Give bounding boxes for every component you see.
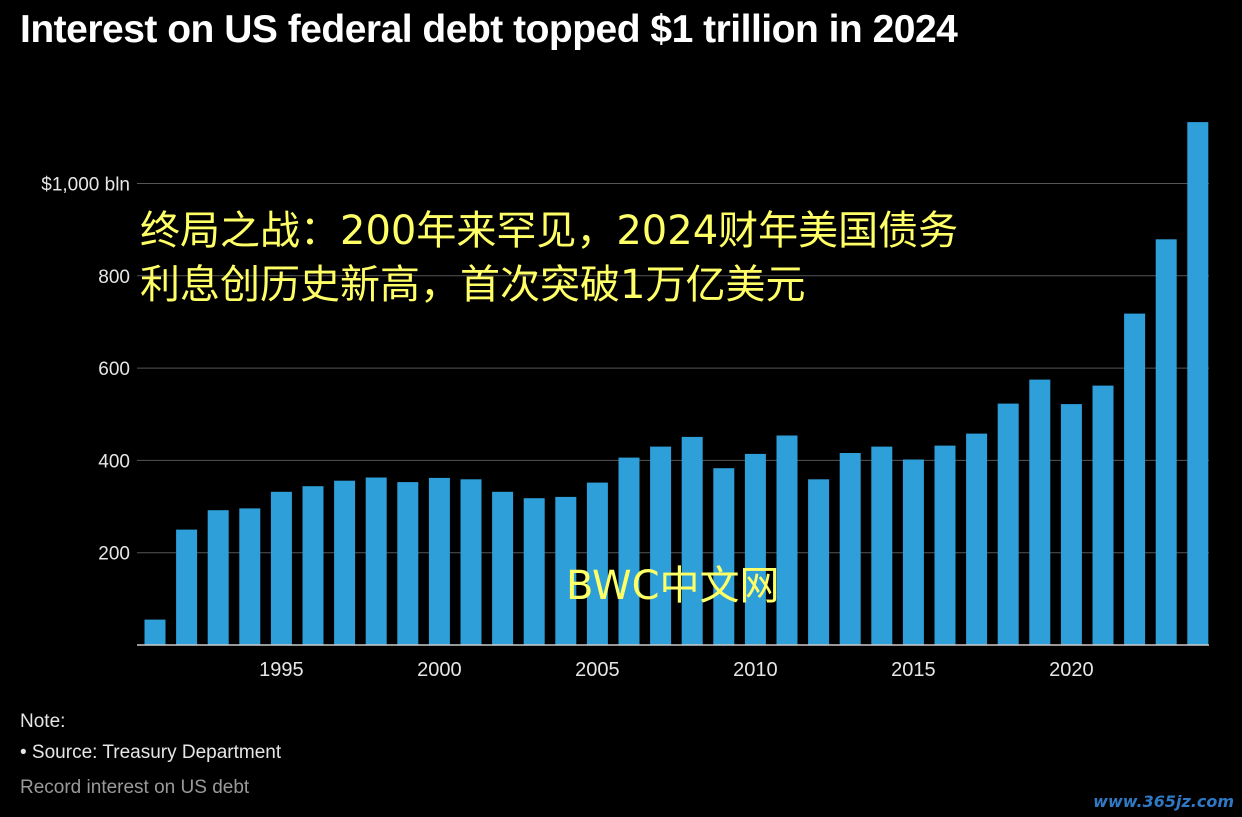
bar-2023 bbox=[1155, 239, 1177, 646]
bar-2017 bbox=[966, 433, 988, 645]
bar-2010 bbox=[744, 453, 766, 645]
bar-2014 bbox=[871, 446, 893, 645]
y-tick-label: $1,000 bln bbox=[41, 175, 130, 196]
bar-1991 bbox=[144, 619, 166, 645]
bar-1993 bbox=[207, 510, 229, 645]
bar-2016 bbox=[934, 445, 956, 645]
bar-2005 bbox=[586, 482, 608, 645]
note-title: Note: bbox=[20, 711, 66, 732]
x-tick-label: 2000 bbox=[417, 659, 462, 681]
bar-2012 bbox=[808, 479, 830, 645]
y-tick-label: 400 bbox=[98, 451, 130, 472]
x-tick-label: 1995 bbox=[259, 659, 304, 681]
bar-2007 bbox=[650, 446, 672, 645]
y-tick-label: 200 bbox=[98, 544, 130, 565]
bar-1994 bbox=[239, 508, 261, 645]
bar-2018 bbox=[997, 403, 1019, 645]
bar-2011 bbox=[776, 435, 798, 645]
bar-2003 bbox=[523, 498, 545, 645]
bar-2008 bbox=[681, 436, 703, 645]
chart-subcaption: Record interest on US debt bbox=[20, 777, 250, 798]
bar-2021 bbox=[1092, 385, 1114, 645]
chart-title: Interest on US federal debt topped $1 tr… bbox=[20, 8, 958, 51]
bar-2019 bbox=[1029, 379, 1051, 645]
bar-2020 bbox=[1060, 404, 1082, 645]
bar-2022 bbox=[1124, 313, 1146, 645]
bar-2015 bbox=[902, 459, 924, 645]
bar-2006 bbox=[618, 457, 640, 645]
bar-2004 bbox=[555, 496, 577, 645]
overlay-caption: 终局之战：200年来罕见，2024财年美国债务 利息创历史新高，首次突破1万亿美… bbox=[140, 204, 958, 312]
bar-1998 bbox=[365, 477, 387, 645]
bar-2000 bbox=[428, 477, 450, 645]
y-tick-label: 800 bbox=[98, 267, 130, 288]
x-tick-label: 2015 bbox=[891, 659, 936, 681]
x-tick-label: 2010 bbox=[733, 659, 778, 681]
x-tick-label: 2005 bbox=[575, 659, 620, 681]
bar-2001 bbox=[460, 479, 482, 645]
bar-2024 bbox=[1187, 122, 1209, 646]
bar-1997 bbox=[334, 480, 356, 645]
y-tick-label: 600 bbox=[98, 359, 130, 380]
x-tick-label: 2020 bbox=[1049, 659, 1094, 681]
bar-2013 bbox=[839, 453, 861, 645]
bar-chart: 200 400 600 800 $1,000 bln 1995 2000 2005 2010 20… bbox=[41, 122, 1209, 681]
bar-1992 bbox=[176, 529, 198, 645]
corner-watermark: www.365jz.com bbox=[1093, 792, 1234, 811]
center-watermark: BWC中文网 bbox=[566, 563, 780, 609]
bar-1996 bbox=[302, 486, 324, 645]
bar-1999 bbox=[397, 482, 419, 645]
overlay-caption-line2: 利息创历史新高，首次突破1万亿美元 bbox=[140, 262, 806, 308]
bar-1995 bbox=[270, 491, 292, 645]
bar-2002 bbox=[492, 491, 514, 645]
bar-2009 bbox=[713, 468, 735, 645]
note-source: • Source: Treasury Department bbox=[20, 742, 282, 763]
overlay-caption-line1: 终局之战：200年来罕见，2024财年美国债务 bbox=[140, 208, 959, 254]
